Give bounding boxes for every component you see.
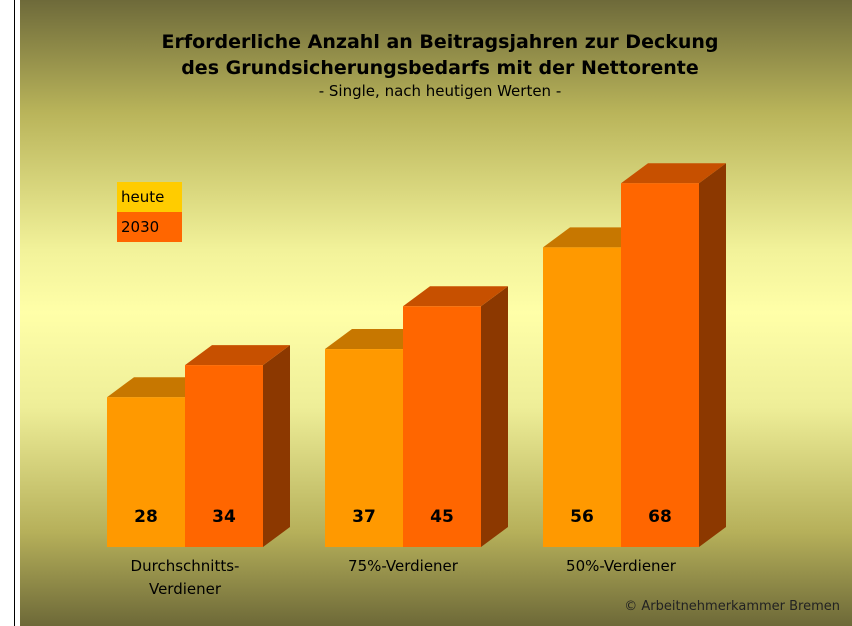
- bar-side: [481, 286, 508, 547]
- chart-title: des Grundsicherungsbedarfs mit der Netto…: [181, 57, 699, 79]
- bar-side: [263, 345, 290, 547]
- chart-title: Erforderliche Anzahl an Beitragsjahren z…: [161, 31, 718, 53]
- value-label: 37: [352, 507, 376, 527]
- left-edge: [0, 0, 15, 626]
- value-label: 28: [134, 507, 158, 527]
- x-tick-label: Durchschnitts- Verdiener: [130, 557, 240, 598]
- bar: [621, 183, 699, 547]
- bar: [543, 247, 621, 547]
- legend-entry: heute: [117, 182, 182, 212]
- bar: [107, 397, 185, 547]
- value-label: 45: [430, 507, 454, 527]
- value-label: 56: [570, 507, 594, 527]
- bar-top: [621, 163, 726, 184]
- bar: [325, 349, 403, 547]
- source: © Arbeitnehmerkammer Bremen: [624, 599, 840, 614]
- bar: [185, 365, 263, 547]
- bar-top: [403, 286, 508, 307]
- bar-top: [185, 345, 290, 366]
- bar: [403, 306, 481, 547]
- value-label: 34: [212, 507, 236, 527]
- legend-entry: 2030: [117, 212, 182, 242]
- bar-side: [699, 163, 726, 547]
- x-tick-label: 75%-Verdiener: [348, 557, 458, 575]
- x-tick-label: 50%-Verdiener: [566, 557, 676, 575]
- chart-subtitle: - Single, nach heutigen Werten -: [319, 82, 562, 100]
- value-label: 68: [648, 507, 672, 527]
